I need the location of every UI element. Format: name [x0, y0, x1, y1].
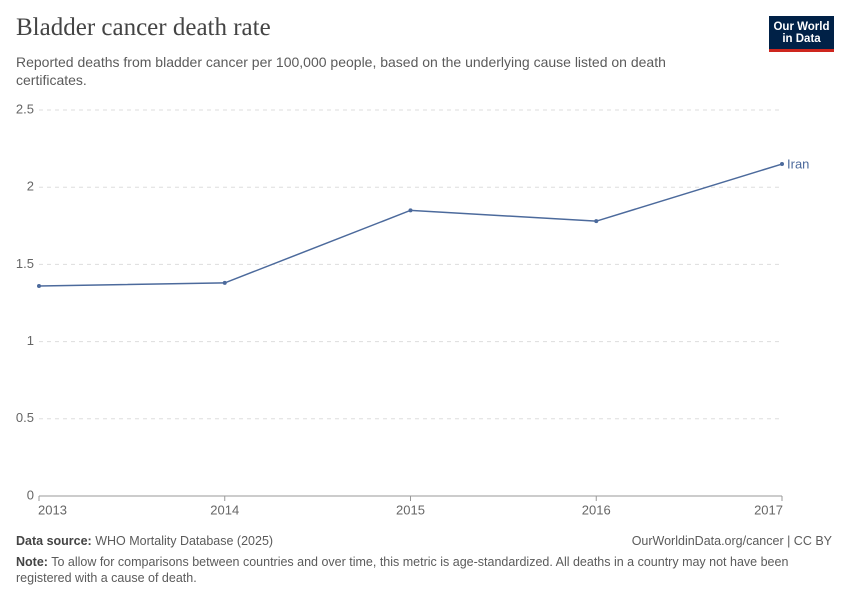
chart: 0 0.5 1 1.5 2 2.5 2013 2014 2015 2016 2017 Iran	[16, 101, 809, 517]
note-label: Note:	[16, 555, 48, 569]
logo[interactable]: Our World in Data	[769, 16, 834, 52]
url-license[interactable]: OurWorldinData.org/cancer | CC BY	[631, 534, 832, 548]
y-tick-label: 0.5	[16, 410, 34, 425]
note-text: To allow for comparisons between countri…	[16, 555, 789, 585]
source: Data source: WHO Mortality Database (202…	[16, 534, 273, 548]
y-tick-label: 2.5	[16, 101, 34, 116]
series-line	[38, 163, 783, 287]
chart-title: Bladder cancer death rate	[16, 14, 271, 41]
y-tick-label: 0	[27, 487, 34, 502]
y-tick-label: 1.5	[16, 256, 34, 271]
x-tick-label: 2015	[396, 502, 425, 517]
source-label: Data source:	[16, 534, 92, 548]
note: Note: To allow for comparisons between c…	[16, 554, 826, 586]
chart-subtitle: Reported deaths from bladder cancer per …	[16, 54, 666, 88]
data-point	[37, 284, 41, 289]
data-point	[594, 219, 599, 224]
x-tick-label: 2017	[754, 502, 783, 517]
data-point	[408, 208, 413, 213]
source-text: WHO Mortality Database (2025)	[95, 534, 274, 548]
x-tick-label: 2014	[210, 502, 239, 517]
x-tick-label: 2013	[38, 502, 67, 517]
y-tick-label: 2	[27, 179, 34, 194]
y-tick-label: 1	[27, 333, 34, 348]
data-point	[780, 162, 784, 167]
series-label: Iran	[787, 156, 809, 171]
x-tick-label: 2016	[582, 502, 611, 517]
data-point	[222, 280, 227, 285]
